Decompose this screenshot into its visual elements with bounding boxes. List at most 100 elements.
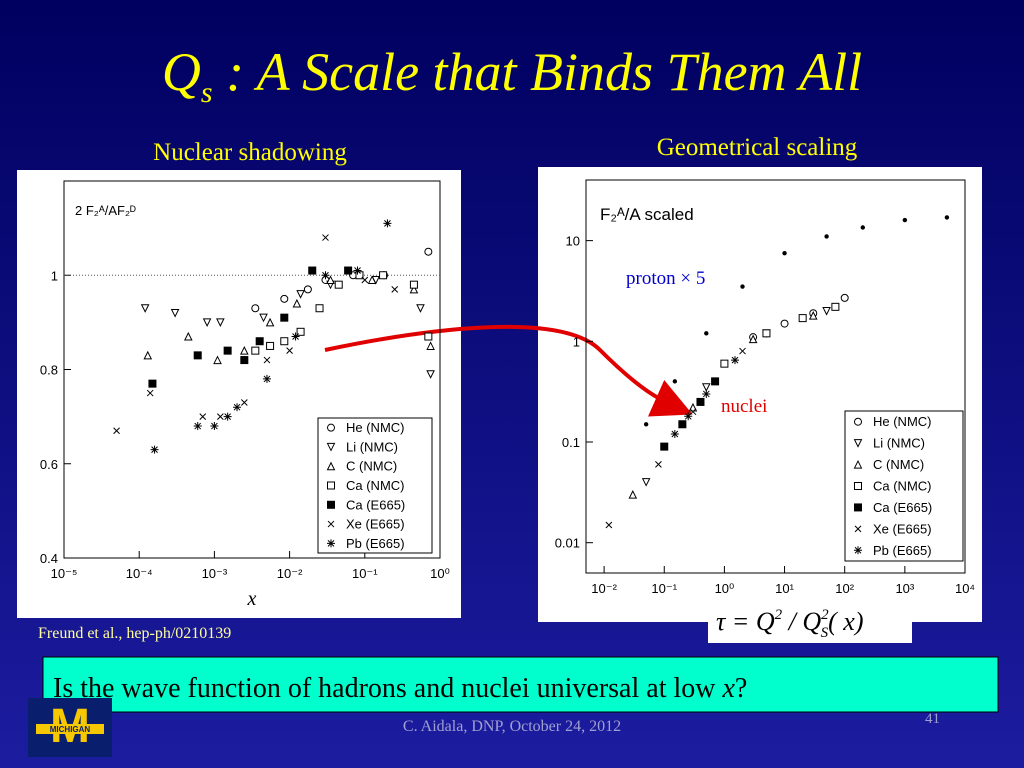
marker <box>199 413 207 420</box>
marker <box>416 304 425 313</box>
slide-title: Qs : A Scale that Binds Them All <box>162 42 862 109</box>
page-number: 41 <box>925 711 940 727</box>
marker <box>240 399 248 406</box>
marker <box>424 332 433 341</box>
caption: Geometrical scaling <box>657 134 858 161</box>
marker <box>334 280 343 289</box>
marker <box>280 313 289 322</box>
x-axis-label: x <box>247 588 257 610</box>
marker <box>217 413 224 420</box>
marker <box>379 271 388 280</box>
legend-label: C (NMC) <box>873 457 924 472</box>
marker <box>326 275 335 284</box>
x-tick-label: 10⁻¹ <box>352 566 378 581</box>
marker <box>684 412 693 421</box>
legend-marker <box>853 439 863 448</box>
marker <box>251 346 260 355</box>
marker <box>808 310 818 320</box>
marker <box>355 271 364 280</box>
legend-marker <box>854 503 862 512</box>
legend-label: He (NMC) <box>346 420 405 435</box>
citation: Freund et al., hep-ph/0210139 <box>38 625 231 642</box>
marker <box>113 427 120 435</box>
y-tick-label: 0.6 <box>40 457 58 472</box>
marker <box>409 280 418 289</box>
marker <box>150 445 159 454</box>
marker <box>233 403 242 412</box>
marker <box>255 337 264 346</box>
formula: τ = Q2 / Q2 S( x) <box>716 607 864 641</box>
marker <box>296 290 305 299</box>
marker <box>798 314 807 323</box>
marker <box>730 356 739 365</box>
marker <box>409 284 419 294</box>
marker <box>291 332 300 341</box>
x-tick-label: 10⁻⁴ <box>126 566 153 581</box>
marker <box>605 521 613 529</box>
arrow <box>324 324 693 417</box>
y-tick-label: 0.01 <box>555 536 580 551</box>
legend-marker <box>327 481 335 490</box>
legend-label: Xe (E665) <box>346 517 405 532</box>
marker <box>240 356 249 365</box>
marker <box>720 359 729 368</box>
annotation: F₂ᴬ/A scaled <box>600 205 694 224</box>
y-tick-label: 1 <box>51 268 58 283</box>
marker <box>361 276 369 284</box>
marker <box>655 460 662 468</box>
marker <box>146 389 154 397</box>
legend-label: He (NMC) <box>873 414 932 429</box>
marker <box>426 370 435 379</box>
y-axis-label: 2 F₂ᴬ/AF₂ᴰ <box>75 203 136 218</box>
marker <box>822 307 831 316</box>
marker <box>216 318 225 327</box>
marker <box>140 304 150 313</box>
legend-label: Ca (E665) <box>346 497 405 512</box>
marker <box>322 234 329 241</box>
marker <box>748 334 758 344</box>
marker <box>213 355 222 365</box>
legend-marker <box>327 500 335 509</box>
question-text: Is the wave function of hadrons and nucl… <box>53 673 722 704</box>
marker <box>286 347 293 355</box>
marker <box>321 271 330 280</box>
legend-label: Pb (E665) <box>873 543 932 558</box>
marker <box>424 247 433 256</box>
marker <box>210 422 219 431</box>
formula-part: τ = Q <box>716 607 775 636</box>
y-tick-label: 0.8 <box>40 363 58 378</box>
logo-band <box>36 724 104 734</box>
marker <box>678 420 687 429</box>
x-tick-label: 10⁰ <box>430 566 450 581</box>
marker <box>262 374 271 383</box>
marker <box>353 266 362 275</box>
marker <box>704 331 709 336</box>
question: Is the wave function of hadrons and nucl… <box>53 673 747 704</box>
legend-marker <box>854 525 862 533</box>
legend <box>317 417 433 554</box>
marker <box>263 356 271 364</box>
legend-label: Li (NMC) <box>346 439 398 454</box>
logo-name: MICHIGAN <box>50 725 91 734</box>
marker <box>831 302 840 311</box>
marker <box>711 377 720 386</box>
x-tick-label: 10² <box>835 581 854 596</box>
marker <box>426 341 435 350</box>
legend-marker <box>327 539 335 548</box>
marker <box>170 308 180 318</box>
legend-marker <box>854 417 862 426</box>
marker <box>660 442 669 451</box>
formula-part: 2 <box>775 607 783 623</box>
legend-marker <box>854 482 862 490</box>
x-tick-label: 10⁰ <box>715 581 735 596</box>
legend-marker <box>854 546 862 555</box>
plot-frame <box>585 179 966 574</box>
title-sub: s <box>201 76 213 109</box>
marker <box>672 379 678 384</box>
y-tick-label: 10 <box>566 234 580 249</box>
marker <box>251 304 260 313</box>
y-tick-label: 0.1 <box>562 435 580 450</box>
legend-label: Ca (NMC) <box>346 478 405 493</box>
